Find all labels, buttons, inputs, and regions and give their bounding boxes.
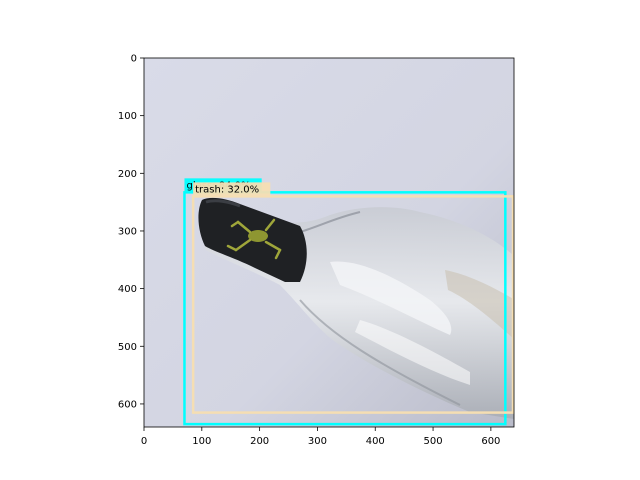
x-axis: 0 100 200 300 400 500 600 <box>141 427 500 447</box>
x-tick-label: 400 <box>366 436 385 447</box>
x-tick-label: 500 <box>424 436 443 447</box>
x-tick-label: 100 <box>192 436 211 447</box>
axes-frame <box>143 57 515 428</box>
y-tick-label: 300 <box>118 226 137 237</box>
trash-detection-label: trash: 32.0% <box>195 184 259 195</box>
trash-detection-box <box>191 195 515 414</box>
y-axis: 0 100 200 300 400 500 600 <box>118 54 144 410</box>
trash-detection: trash: 32.0% <box>191 182 515 414</box>
y-tick-label: 600 <box>118 399 137 410</box>
y-tick-label: 200 <box>118 169 137 180</box>
detections-layer: glass: 84.0%trash: 32.0% <box>183 178 515 426</box>
y-tick-label: 500 <box>118 342 137 353</box>
y-tick-label: 100 <box>118 111 137 122</box>
bottle-photo <box>144 58 514 427</box>
glass-detection-box <box>183 191 507 426</box>
x-tick-label: 300 <box>308 436 327 447</box>
trash-detection-label-bg <box>193 182 271 196</box>
x-tick-label: 600 <box>481 436 500 447</box>
x-tick-label: 0 <box>141 436 147 447</box>
y-tick-label: 400 <box>118 284 137 295</box>
y-tick-label: 0 <box>131 54 137 65</box>
frog-logo <box>226 218 282 260</box>
x-tick-label: 200 <box>250 436 269 447</box>
